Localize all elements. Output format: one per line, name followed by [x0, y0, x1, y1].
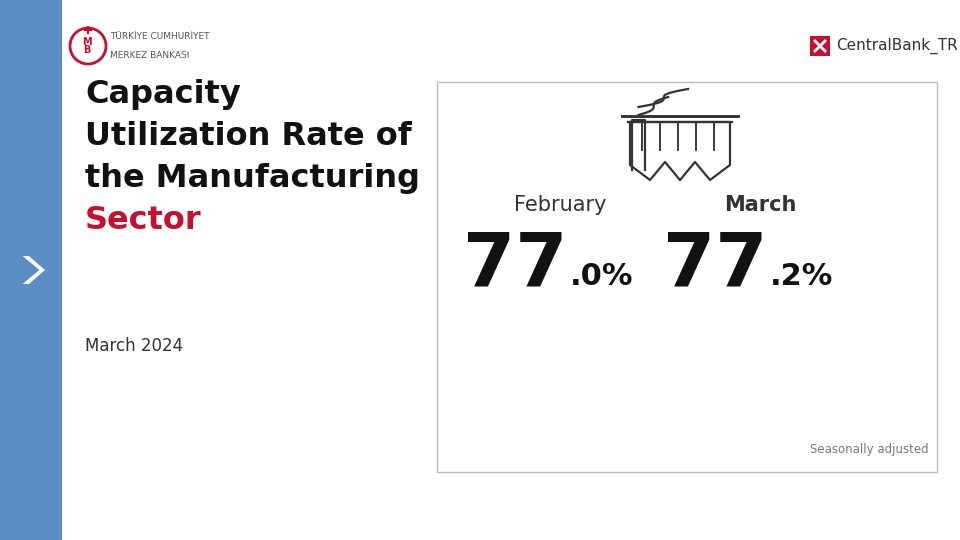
Bar [0, 0, 62, 540]
Text: 77: 77 [464, 228, 568, 301]
Text: February: February [514, 195, 607, 215]
Text: Sector: Sector [85, 205, 202, 236]
Text: March 2024: March 2024 [85, 337, 183, 355]
Text: M: M [83, 37, 92, 47]
Text: .0%: .0% [570, 262, 634, 291]
Text: .2%: .2% [770, 262, 833, 291]
Text: 77: 77 [663, 228, 768, 301]
Text: B: B [84, 45, 90, 55]
Text: March: March [724, 195, 796, 215]
Text: Utilization Rate of: Utilization Rate of [85, 121, 412, 152]
Text: the Manufacturing: the Manufacturing [85, 163, 420, 194]
Text: MERKEZ BANKASI: MERKEZ BANKASI [110, 51, 189, 60]
Bar [810, 36, 830, 56]
Text: CentralBank_TR: CentralBank_TR [836, 38, 958, 54]
Text: TÜRKİYE CUMHURİYET: TÜRKİYE CUMHURİYET [110, 32, 209, 41]
Polygon shape [23, 256, 45, 284]
FancyBboxPatch shape [437, 82, 937, 472]
Text: Seasonally adjusted: Seasonally adjusted [810, 443, 929, 456]
Text: Capacity: Capacity [85, 79, 241, 110]
